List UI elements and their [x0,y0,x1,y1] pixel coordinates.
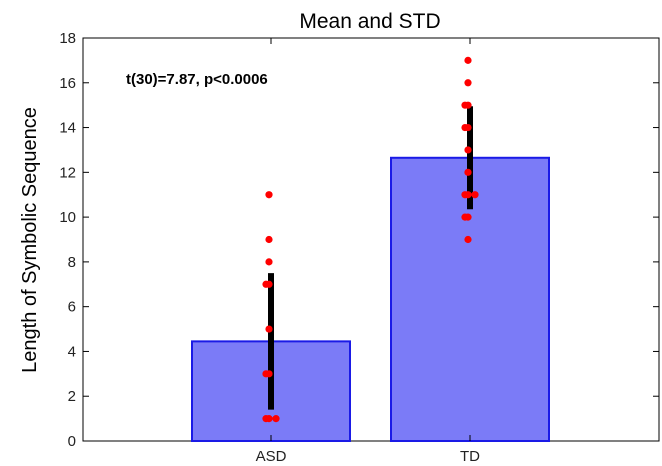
y-tick-label: 18 [59,30,76,47]
stat-annotation: t(30)=7.87, p<0.0006 [126,71,268,88]
x-tick-label: TD [460,448,480,465]
data-point [262,280,270,288]
data-point [464,56,472,64]
data-point [272,415,280,423]
data-point [464,146,472,154]
y-tick-label: 10 [59,209,76,226]
data-point [471,191,479,199]
data-point [461,213,469,221]
data-point [461,101,469,109]
data-point [464,79,472,87]
data-point [265,325,273,333]
y-axis-label: Length of Symbolic Sequence [19,107,41,373]
data-point [464,235,472,244]
x-tick-label: ASD [256,448,287,465]
y-tick-label: 16 [59,75,76,92]
data-point [461,123,469,132]
data-point [265,191,273,199]
points-layer [262,56,479,423]
data-point [461,191,469,199]
y-tick-label: 14 [59,120,76,137]
data-point [265,258,273,266]
y-tick-label: 12 [59,164,76,181]
data-point [262,415,270,423]
chart-title: Mean and STD [299,10,440,33]
y-tick-label: 0 [68,433,76,450]
y-axis-ticks: 0 2 4 6 8 10 12 14 16 18 [59,30,659,450]
x-axis-ticks: ASD TD [256,38,480,465]
plot-area [82,37,660,442]
data-point [262,370,270,378]
y-tick-label: 6 [68,299,76,316]
data-point [265,235,273,244]
y-tick-label: 8 [68,254,76,271]
y-tick-label: 2 [68,388,76,405]
y-tick-label: 4 [68,343,76,360]
data-point [464,168,472,176]
